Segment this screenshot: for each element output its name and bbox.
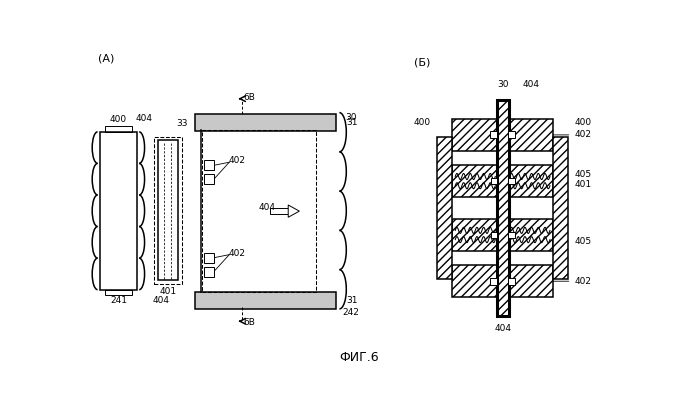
- Polygon shape: [288, 205, 299, 217]
- Bar: [452, 119, 497, 151]
- Text: 30: 30: [345, 113, 356, 122]
- Bar: [437, 137, 452, 279]
- Bar: [490, 131, 497, 138]
- Bar: [452, 165, 497, 197]
- Bar: [105, 126, 132, 132]
- Text: 400: 400: [110, 115, 127, 124]
- Bar: [452, 219, 497, 251]
- Text: 241: 241: [110, 296, 127, 305]
- Bar: [491, 178, 497, 184]
- Bar: [100, 132, 137, 290]
- Bar: [508, 278, 515, 285]
- Bar: [204, 160, 214, 170]
- Bar: [158, 140, 178, 281]
- Text: 401: 401: [159, 287, 176, 296]
- Bar: [508, 178, 514, 184]
- Text: 404: 404: [152, 296, 169, 305]
- Bar: [204, 253, 214, 263]
- Text: 401: 401: [575, 180, 592, 189]
- Text: 31: 31: [346, 118, 358, 127]
- Text: 33: 33: [177, 119, 188, 128]
- Bar: [490, 278, 497, 285]
- Text: ФИГ.6: ФИГ.6: [339, 351, 378, 364]
- Text: 402: 402: [229, 156, 245, 165]
- Bar: [508, 265, 553, 297]
- Bar: [553, 137, 568, 279]
- Bar: [452, 265, 497, 297]
- Text: 402: 402: [575, 131, 591, 139]
- Text: 404: 404: [136, 114, 152, 123]
- Text: 6В: 6В: [243, 318, 255, 327]
- Bar: [202, 130, 316, 292]
- Bar: [154, 137, 182, 283]
- Text: 6В: 6В: [243, 93, 255, 102]
- Text: 404: 404: [522, 80, 539, 89]
- Text: 405: 405: [575, 171, 592, 180]
- Bar: [508, 232, 514, 238]
- Text: 31: 31: [346, 296, 358, 305]
- Text: 242: 242: [343, 307, 359, 316]
- Text: (Б): (Б): [414, 58, 431, 68]
- Bar: [204, 267, 214, 276]
- Bar: [204, 174, 214, 184]
- Bar: [508, 165, 553, 197]
- Text: 30: 30: [497, 80, 508, 89]
- Text: 402: 402: [575, 277, 591, 286]
- Bar: [508, 219, 553, 251]
- Bar: [508, 119, 553, 151]
- Bar: [497, 100, 509, 316]
- Text: 400: 400: [575, 119, 592, 127]
- Text: 400: 400: [414, 119, 431, 127]
- Bar: [270, 208, 289, 214]
- Text: 404: 404: [494, 324, 511, 332]
- Text: (A): (A): [99, 54, 115, 64]
- Bar: [194, 114, 336, 131]
- Bar: [508, 131, 515, 138]
- Bar: [194, 292, 336, 309]
- Bar: [105, 290, 132, 295]
- Bar: [491, 232, 497, 238]
- Text: 404: 404: [259, 203, 275, 212]
- Text: 405: 405: [575, 236, 592, 246]
- Text: 402: 402: [229, 248, 245, 258]
